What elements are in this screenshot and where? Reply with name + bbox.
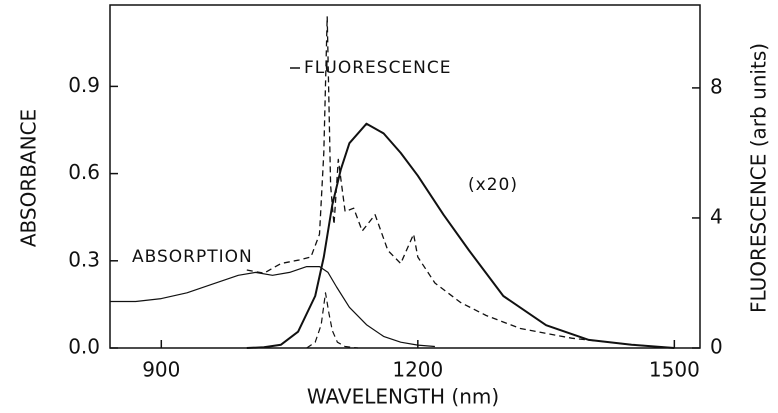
series-line — [246, 15, 675, 349]
series-line — [246, 122, 675, 349]
y2-tick-label: 0 — [710, 335, 723, 359]
y2-axis-title: FLUORESCENCE (arb units) — [747, 43, 771, 313]
x-tick-label: 900 — [142, 358, 180, 382]
annotation: FLUORESCENCE — [304, 58, 452, 78]
annotation: (x20) — [468, 175, 518, 195]
plot-frame — [109, 4, 701, 349]
y-tick-label: 0.0 — [68, 335, 100, 359]
y-tick-label: 0.9 — [68, 73, 100, 97]
y2-tick-label: 8 — [710, 74, 723, 98]
y2-tick-label: 4 — [710, 204, 723, 228]
y-axis-title: ABSORBANCE — [17, 109, 41, 247]
y-tick-label: 0.6 — [68, 160, 100, 184]
series-line — [306, 292, 359, 349]
x-tick-label: 1500 — [649, 358, 700, 382]
y-tick-label: 0.3 — [68, 247, 100, 271]
series-line — [110, 266, 435, 348]
annotation: ABSORPTION — [132, 247, 253, 267]
x-tick-label: 1200 — [392, 358, 443, 382]
x-axis-title: WAVELENGTH (nm) — [307, 385, 499, 409]
